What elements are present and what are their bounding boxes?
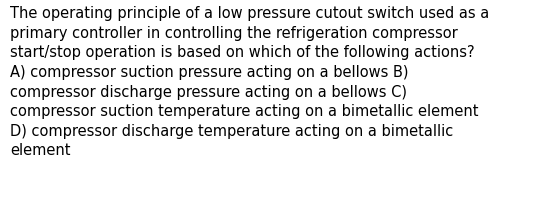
Text: The operating principle of a low pressure cutout switch used as a
primary contro: The operating principle of a low pressur… <box>10 6 489 158</box>
